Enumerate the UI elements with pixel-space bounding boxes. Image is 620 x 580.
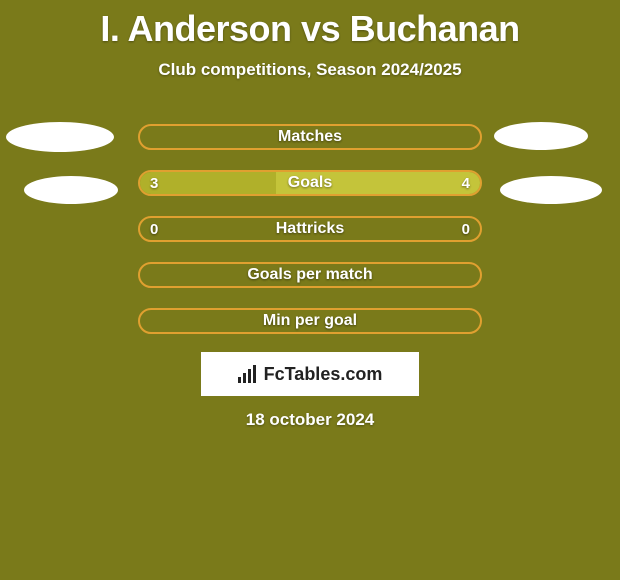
stat-row: Min per goal bbox=[138, 308, 482, 334]
decorative-ellipse bbox=[6, 122, 114, 152]
decorative-ellipse bbox=[24, 176, 118, 204]
date-line: 18 october 2024 bbox=[0, 410, 620, 430]
logo-label: FcTables.com bbox=[264, 364, 383, 385]
stat-row: Goals per match bbox=[138, 262, 482, 288]
fctables-logo: FcTables.com bbox=[201, 352, 419, 396]
decorative-ellipse bbox=[494, 122, 588, 150]
stat-row: Goals34 bbox=[138, 170, 482, 196]
stat-label: Matches bbox=[140, 126, 480, 148]
stat-fill-left bbox=[140, 172, 276, 194]
stat-value-right: 0 bbox=[462, 218, 470, 240]
stat-fill-right bbox=[276, 172, 480, 194]
stat-label: Goals per match bbox=[140, 264, 480, 286]
stat-row: Matches bbox=[138, 124, 482, 150]
stats-area: Matches Goals34 Hattricks0 0 Goals per match… bbox=[138, 124, 482, 354]
decorative-ellipse bbox=[500, 176, 602, 204]
stat-label: Hattricks bbox=[140, 218, 480, 240]
page-subtitle: Club competitions, Season 2024/2025 bbox=[0, 60, 620, 80]
stat-label: Min per goal bbox=[140, 310, 480, 332]
stat-value-left: 0 bbox=[150, 218, 158, 240]
fctables-logo-text: FcTables.com bbox=[238, 364, 383, 385]
bars-icon bbox=[238, 365, 260, 383]
stat-row: Hattricks0 0 bbox=[138, 216, 482, 242]
page-title: I. Anderson vs Buchanan bbox=[0, 0, 620, 50]
